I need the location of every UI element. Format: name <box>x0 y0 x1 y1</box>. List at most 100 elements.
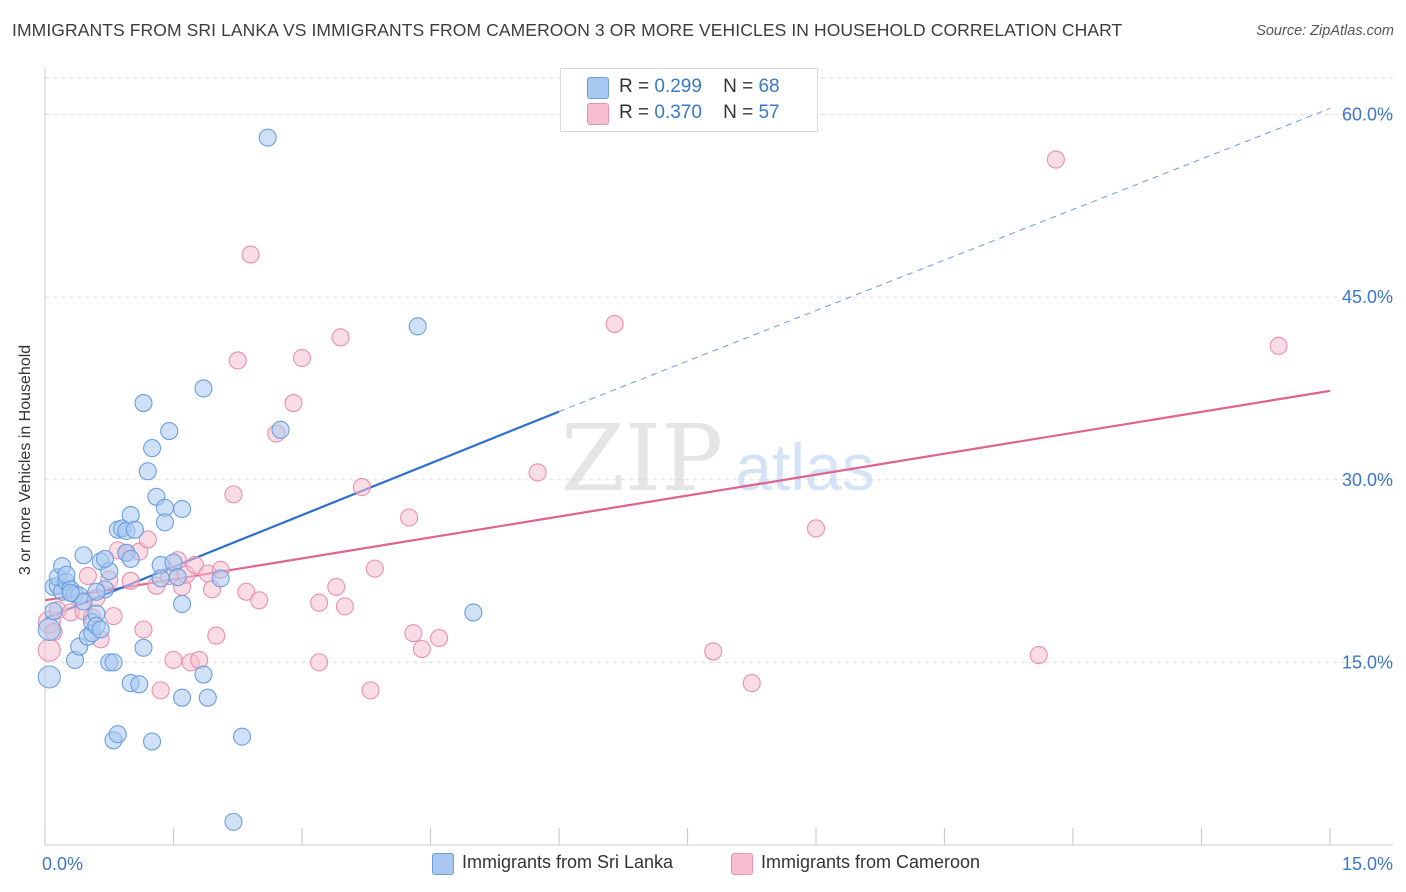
point-cameroon <box>1029 646 1048 665</box>
point-sri-lanka <box>173 594 192 613</box>
y-axis-label: 3 or more Vehicles in Household <box>17 344 34 576</box>
point-cameroon <box>134 620 153 639</box>
point-cameroon <box>121 571 140 590</box>
point-cameroon <box>352 478 372 497</box>
watermark: ZIP atlas <box>561 405 875 512</box>
point-cameroon <box>404 624 423 643</box>
point-cameroon <box>207 626 226 645</box>
legend-swatch-blue <box>587 77 609 99</box>
series-legend: Immigrants from Sri Lanka Immigrants fro… <box>0 852 1406 878</box>
chart-title: IMMIGRANTS FROM SRI LANKA VS IMMIGRANTS … <box>12 20 1123 40</box>
series-sri-lanka-points <box>37 128 483 831</box>
point-sri-lanka <box>121 549 140 568</box>
point-sri-lanka <box>173 688 192 707</box>
point-cameroon <box>151 681 170 700</box>
point-sri-lanka <box>408 317 427 336</box>
legend-r-label: R = <box>619 102 650 123</box>
point-cameroon <box>78 566 97 585</box>
point-cameroon <box>704 642 723 661</box>
point-cameroon <box>806 519 826 538</box>
point-sri-lanka <box>143 732 162 751</box>
point-sri-lanka <box>37 617 61 642</box>
point-sri-lanka <box>138 462 157 481</box>
point-cameroon <box>241 245 260 264</box>
y-tick-label: 45.0% <box>1342 287 1393 307</box>
point-sri-lanka <box>224 812 243 831</box>
legend-swatch-pink <box>587 103 609 125</box>
y-tick-label: 60.0% <box>1342 105 1393 125</box>
point-cameroon <box>412 639 431 659</box>
correlation-legend: R = 0.299 N = 68 R = 0.370 N = 57 <box>560 68 818 132</box>
point-sri-lanka <box>134 394 153 413</box>
point-sri-lanka <box>125 520 144 539</box>
y-tick-label: 30.0% <box>1342 470 1393 490</box>
chart-source: Source: ZipAtlas.com <box>1256 23 1394 39</box>
point-cameroon <box>400 508 419 527</box>
point-cameroon <box>310 593 329 612</box>
legend-label: Immigrants from Sri Lanka <box>462 852 674 872</box>
point-sri-lanka <box>160 422 179 441</box>
point-cameroon <box>224 485 243 504</box>
point-cameroon <box>742 674 761 693</box>
point-sri-lanka <box>258 128 277 147</box>
legend-n-label: N = <box>723 76 754 97</box>
point-cameroon <box>1269 336 1288 355</box>
point-sri-lanka <box>108 725 127 744</box>
legend-r-value: 0.370 <box>654 102 702 123</box>
x-tick-labels: 0.0% 15.0% <box>42 854 1393 874</box>
point-cameroon <box>292 348 312 368</box>
point-sri-lanka <box>194 379 213 398</box>
legend-r-label: R = <box>619 76 650 97</box>
point-sri-lanka <box>74 546 93 565</box>
point-sri-lanka <box>198 688 217 707</box>
point-sri-lanka <box>173 499 192 519</box>
point-sri-lanka <box>151 569 170 588</box>
point-cameroon <box>237 582 256 601</box>
legend-r-value: 0.299 <box>654 76 702 97</box>
point-sri-lanka <box>130 675 149 694</box>
point-cameroon <box>605 314 624 333</box>
point-cameroon <box>284 394 303 413</box>
y-tick-labels: 15.0% 30.0% 45.0% 60.0% <box>1342 105 1393 673</box>
point-sri-lanka <box>232 727 252 746</box>
point-cameroon <box>528 463 547 482</box>
trend-line-sri-lanka-extrapolated <box>558 107 1331 413</box>
point-cameroon <box>335 597 354 616</box>
point-cameroon <box>250 591 269 610</box>
legend-n-label: N = <box>723 102 754 123</box>
point-sri-lanka <box>44 602 63 621</box>
legend-n-value: 68 <box>758 76 780 97</box>
watermark-zip: ZIP <box>561 405 723 512</box>
point-cameroon <box>185 555 204 575</box>
watermark-atlas: atlas <box>735 430 874 504</box>
point-cameroon <box>228 351 247 370</box>
point-cameroon <box>1046 150 1065 169</box>
point-cameroon <box>310 653 329 672</box>
axes <box>44 68 1393 846</box>
point-sri-lanka <box>134 638 153 657</box>
point-cameroon <box>365 559 384 578</box>
x-tick-label-min: 0.0% <box>42 854 83 874</box>
point-sri-lanka <box>155 513 174 532</box>
point-sri-lanka <box>95 549 115 568</box>
point-sri-lanka <box>87 582 106 601</box>
point-cameroon <box>331 328 350 347</box>
y-tick-label: 15.0% <box>1342 652 1393 672</box>
point-cameroon <box>164 650 183 669</box>
legend-n-value: 57 <box>758 102 780 123</box>
x-tick-label-max: 15.0% <box>1342 854 1393 874</box>
point-sri-lanka <box>74 592 93 611</box>
point-sri-lanka <box>464 603 483 622</box>
point-sri-lanka <box>104 653 123 672</box>
point-sri-lanka <box>143 439 162 458</box>
point-sri-lanka <box>37 665 61 689</box>
point-sri-lanka <box>91 620 110 639</box>
legend-label: Immigrants from Cameroon <box>761 852 981 872</box>
legend-swatch-blue <box>432 853 454 875</box>
gridlines <box>45 77 1393 663</box>
point-sri-lanka <box>168 568 187 587</box>
point-sri-lanka <box>61 583 80 603</box>
point-sri-lanka <box>271 420 290 439</box>
trend-line-cameroon <box>44 389 1331 602</box>
